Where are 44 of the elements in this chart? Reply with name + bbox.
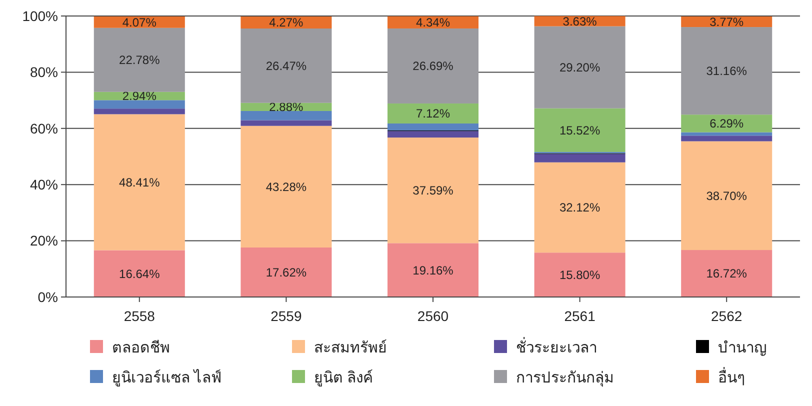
data-label: 7.12%	[416, 106, 450, 121]
data-label: 4.27%	[269, 16, 304, 30]
legend-label: ยูนิเวอร์แซล ไลฟ์	[112, 368, 222, 386]
legend-label: อื่นๆ	[718, 366, 745, 386]
data-label: 16.72%	[706, 266, 748, 281]
y-tick-label: 40%	[30, 176, 58, 192]
x-tick-label: 2562	[711, 308, 742, 324]
data-label: 48.41%	[119, 175, 160, 190]
y-tick-label: 0%	[38, 288, 58, 305]
legend-label: บำนาญ	[718, 339, 767, 356]
y-tick-label: 20%	[30, 232, 58, 249]
x-tick-label: 2561	[564, 308, 596, 324]
data-label: 38.70%	[706, 188, 748, 203]
y-tick-label: 100%	[22, 8, 58, 24]
data-label: 31.16%	[706, 64, 748, 78]
data-label: 26.69%	[412, 59, 454, 74]
legend-label: ชั่วระยะเวลา	[516, 336, 597, 356]
legend-label: สะสมทรัพย์	[314, 339, 387, 356]
data-label: 4.07%	[122, 15, 157, 30]
data-label: 16.64%	[119, 266, 160, 281]
data-label: 4.34%	[416, 16, 450, 30]
data-label: 2.88%	[269, 100, 304, 114]
data-label: 29.20%	[559, 60, 600, 75]
data-label: 6.29%	[710, 116, 744, 131]
data-label: 26.47%	[266, 58, 307, 73]
data-label: 3.77%	[710, 14, 744, 29]
y-tick-label: 80%	[30, 64, 58, 80]
y-tick-label: 60%	[30, 120, 58, 136]
data-label: 37.59%	[412, 184, 454, 198]
data-label: 32.12%	[559, 200, 600, 215]
data-label: 22.78%	[119, 53, 160, 68]
legend-label: การประกันกลุ่ม	[516, 369, 614, 388]
x-tick-label: 2558	[124, 308, 156, 324]
legend-label: ยูนิต ลิงค์	[314, 369, 374, 386]
data-label: 3.63%	[562, 14, 598, 28]
data-label: 17.62%	[266, 265, 307, 280]
data-label: 15.80%	[559, 268, 600, 282]
x-tick-label: 2559	[270, 308, 302, 324]
legend-label: ตลอดชีพ	[112, 339, 170, 356]
x-tick-label: 2560	[417, 308, 449, 324]
data-label: 43.28%	[266, 180, 307, 194]
data-label: 19.16%	[412, 263, 454, 278]
data-label: 2.94%	[122, 89, 157, 104]
data-label: 15.52%	[559, 123, 600, 138]
